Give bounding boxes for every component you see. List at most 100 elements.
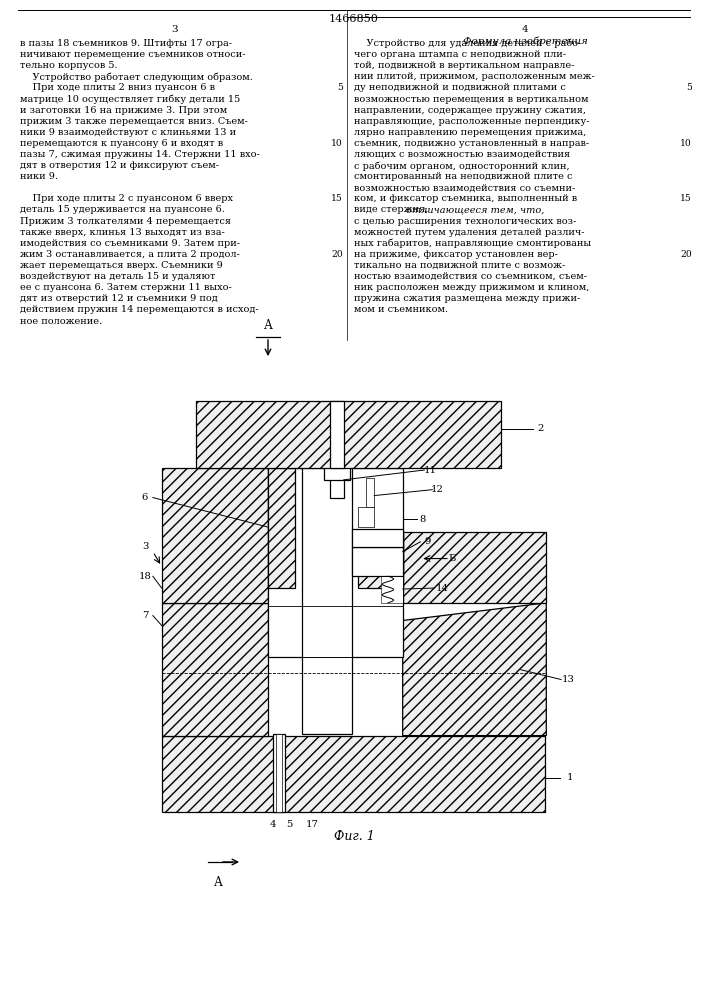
Text: деталь 15 удерживается на пуансоне 6.: деталь 15 удерживается на пуансоне 6. xyxy=(20,206,225,215)
Text: 3: 3 xyxy=(142,542,148,551)
Text: тикально на подвижной плите с возмож-: тикально на подвижной плите с возмож- xyxy=(354,261,566,270)
Text: 14: 14 xyxy=(436,584,448,593)
Text: дят из отверстий 12 и съемники 9 под: дят из отверстий 12 и съемники 9 под xyxy=(20,294,218,303)
Text: направляющие, расположенные перпендику-: направляющие, расположенные перпендику- xyxy=(354,117,590,126)
Text: 4: 4 xyxy=(522,25,528,34)
Text: 20: 20 xyxy=(680,250,692,259)
Bar xyxy=(162,603,268,736)
Text: ду неподвижной и подвижной плитами с: ду неподвижной и подвижной плитами с xyxy=(354,83,566,92)
Text: 17: 17 xyxy=(305,820,319,829)
Text: Прижим 3 толкателями 4 перемещается: Прижим 3 толкателями 4 перемещается xyxy=(20,217,231,226)
Text: 20: 20 xyxy=(332,250,343,259)
Bar xyxy=(162,736,545,812)
Text: чего органа штампа с неподвижной пли-: чего органа штампа с неподвижной пли- xyxy=(354,50,566,59)
Text: тельно корпусов 5.: тельно корпусов 5. xyxy=(20,61,117,70)
Bar xyxy=(381,576,403,603)
Text: 5: 5 xyxy=(337,83,343,92)
Text: воздействуют на деталь 15 и удаляют: воздействуют на деталь 15 и удаляют xyxy=(20,272,216,281)
Bar xyxy=(366,478,374,507)
Text: Фиг. 1: Фиг. 1 xyxy=(334,830,375,844)
Bar xyxy=(324,462,349,480)
Text: 10: 10 xyxy=(680,139,692,148)
Polygon shape xyxy=(403,603,547,736)
Text: можностей путем удаления деталей различ-: можностей путем удаления деталей различ- xyxy=(354,228,585,237)
Text: 9: 9 xyxy=(424,537,431,546)
Bar xyxy=(351,529,403,547)
Text: Формула изобретения: Формула изобретения xyxy=(462,37,588,46)
Text: 13: 13 xyxy=(561,675,574,684)
Text: 6: 6 xyxy=(142,493,148,502)
Text: При ходе плиты 2 с пуансоном 6 вверх: При ходе плиты 2 с пуансоном 6 вверх xyxy=(20,194,233,203)
Text: также вверх, клинья 13 выходят из вза-: также вверх, клинья 13 выходят из вза- xyxy=(20,228,225,237)
Text: с целью расширения технологических воз-: с целью расширения технологических воз- xyxy=(354,217,576,226)
Text: жает перемещаться вверх. Съемники 9: жает перемещаться вверх. Съемники 9 xyxy=(20,261,223,270)
Text: ники 9 взаимодействуют с клиньями 13 и: ники 9 взаимодействуют с клиньями 13 и xyxy=(20,128,236,137)
Bar xyxy=(403,532,547,603)
Text: ее с пуансона 6. Затем стержни 11 выхо-: ее с пуансона 6. Затем стержни 11 выхо- xyxy=(20,283,232,292)
Text: возможностью взаимодействия со съемни-: возможностью взаимодействия со съемни- xyxy=(354,183,575,192)
Text: прижим 3 также перемещается вниз. Съем-: прижим 3 также перемещается вниз. Съем- xyxy=(20,117,248,126)
Text: пазы 7, сжимая пружины 14. Стержни 11 вхо-: пазы 7, сжимая пружины 14. Стержни 11 вх… xyxy=(20,150,259,159)
Text: 11: 11 xyxy=(423,466,437,475)
Text: в пазы 18 съемников 9. Штифты 17 огра-: в пазы 18 съемников 9. Штифты 17 огра- xyxy=(20,39,232,48)
Text: 1: 1 xyxy=(566,773,573,782)
Text: Устройство работает следующим образом.: Устройство работает следующим образом. xyxy=(20,72,253,82)
Text: Устройство для удаления деталей с рабо-: Устройство для удаления деталей с рабо- xyxy=(354,39,581,48)
Text: направлении, содержащее пружину сжатия,: направлении, содержащее пружину сжатия, xyxy=(354,106,586,115)
Text: 2: 2 xyxy=(537,424,544,433)
Text: 8: 8 xyxy=(419,515,426,524)
Text: 15: 15 xyxy=(680,194,692,203)
Text: нии плитой, прижимом, расположенным меж-: нии плитой, прижимом, расположенным меж- xyxy=(354,72,595,81)
Text: имодействия со съемниками 9. Затем при-: имодействия со съемниками 9. Затем при- xyxy=(20,239,240,248)
Text: ком, и фиксатор съемника, выполненный в: ком, и фиксатор съемника, выполненный в xyxy=(354,194,577,203)
Text: перемещаются к пуансону 6 и входят в: перемещаются к пуансону 6 и входят в xyxy=(20,139,223,148)
Text: А: А xyxy=(214,876,223,889)
Text: 7: 7 xyxy=(142,611,148,620)
Text: ных габаритов, направляющие смонтированы: ных габаритов, направляющие смонтированы xyxy=(354,239,591,248)
Text: А: А xyxy=(264,319,272,332)
Text: 1466850: 1466850 xyxy=(329,14,379,24)
Text: ник расположен между прижимом и клином,: ник расположен между прижимом и клином, xyxy=(354,283,590,292)
Text: той, подвижной в вертикальном направле-: той, подвижной в вертикальном направле- xyxy=(354,61,574,70)
Text: мом и съемником.: мом и съемником. xyxy=(354,305,448,314)
Bar xyxy=(268,468,403,657)
Text: лярно направлению перемещения прижима,: лярно направлению перемещения прижима, xyxy=(354,128,586,137)
Bar xyxy=(358,534,403,588)
Bar xyxy=(303,468,351,734)
Text: виде стержня,: виде стержня, xyxy=(354,206,431,215)
Bar xyxy=(358,507,374,527)
Text: отличающееся тем, что,: отличающееся тем, что, xyxy=(406,206,544,215)
Text: ничивают перемещение съемников относи-: ничивают перемещение съемников относи- xyxy=(20,50,245,59)
Text: дят в отверстия 12 и фиксируют съем-: дят в отверстия 12 и фиксируют съем- xyxy=(20,161,219,170)
Text: пружина сжатия размещена между прижи-: пружина сжатия размещена между прижи- xyxy=(354,294,580,303)
Text: 5: 5 xyxy=(286,820,293,829)
Text: ное положение.: ное положение. xyxy=(20,316,102,326)
Bar xyxy=(196,401,501,468)
Text: ляющих с возможностью взаимодействия: ляющих с возможностью взаимодействия xyxy=(354,150,570,159)
Text: 15: 15 xyxy=(332,194,343,203)
Bar xyxy=(276,734,281,812)
Bar xyxy=(268,468,296,588)
Bar xyxy=(162,468,268,603)
Text: смонтированный на неподвижной плите с: смонтированный на неподвижной плите с xyxy=(354,172,573,181)
Text: на прижиме, фиксатор установлен вер-: на прижиме, фиксатор установлен вер- xyxy=(354,250,558,259)
Text: 12: 12 xyxy=(431,485,443,494)
Bar xyxy=(330,401,344,468)
Text: 10: 10 xyxy=(332,139,343,148)
Bar xyxy=(330,424,344,498)
Text: 18: 18 xyxy=(139,572,151,581)
Text: съемник, подвижно установленный в направ-: съемник, подвижно установленный в направ… xyxy=(354,139,589,148)
Text: При ходе плиты 2 вниз пуансон 6 в: При ходе плиты 2 вниз пуансон 6 в xyxy=(20,83,215,92)
Text: ностью взаимодействия со съемником, съем-: ностью взаимодействия со съемником, съем… xyxy=(354,272,587,281)
Text: действием пружин 14 перемещаются в исход-: действием пружин 14 перемещаются в исход… xyxy=(20,305,259,314)
Text: 4: 4 xyxy=(269,820,276,829)
Bar xyxy=(351,547,403,576)
Text: возможностью перемещения в вертикальном: возможностью перемещения в вертикальном xyxy=(354,95,588,104)
Text: с рабочим органом, односторонний клин,: с рабочим органом, односторонний клин, xyxy=(354,161,570,171)
Text: матрице 10 осуществляет гибку детали 15: матрице 10 осуществляет гибку детали 15 xyxy=(20,95,240,104)
Text: 3: 3 xyxy=(172,25,178,34)
Bar xyxy=(273,734,285,812)
Text: ники 9.: ники 9. xyxy=(20,172,58,181)
Text: Б: Б xyxy=(448,554,455,563)
Text: 5: 5 xyxy=(686,83,692,92)
